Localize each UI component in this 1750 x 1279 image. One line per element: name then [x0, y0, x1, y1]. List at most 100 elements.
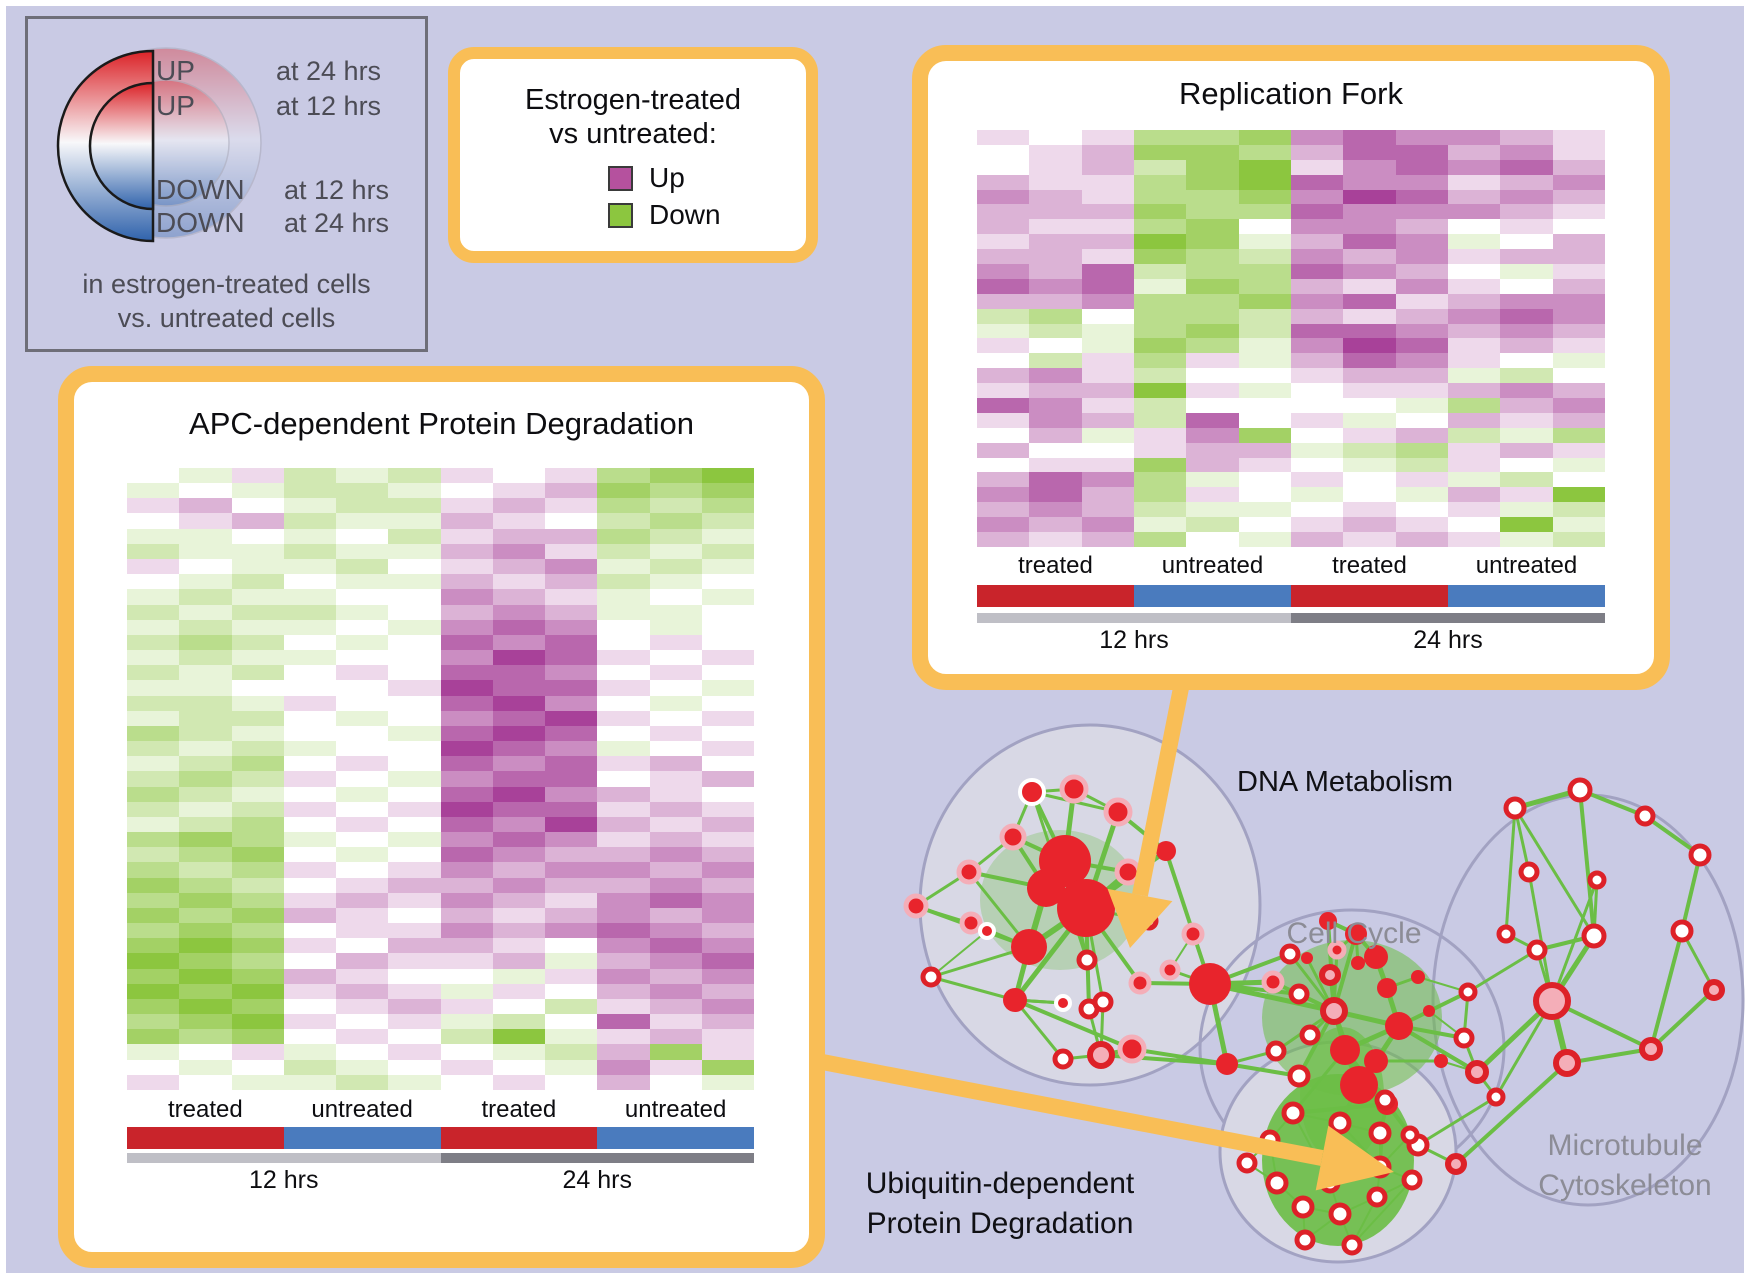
heatmap-cell: [1500, 308, 1553, 324]
heatmap-cell: [1133, 398, 1187, 413]
treatment-group-label: untreated: [311, 1096, 413, 1123]
heatmap-cell: [597, 741, 650, 757]
heatmap-cell: [597, 574, 650, 590]
heatmap-cell: [179, 847, 232, 863]
heatmap-cell: [597, 938, 650, 954]
heatmap-cell: [492, 574, 545, 590]
heatmap-cell: [1186, 308, 1239, 324]
heatmap-cell: [649, 574, 702, 590]
heatmap-cell: [440, 756, 493, 772]
heatmap-cell: [179, 710, 232, 726]
heatmap-cell: [545, 998, 598, 1015]
heatmap-cell: [701, 923, 754, 939]
heatmap-cell: [649, 1059, 702, 1075]
heatmap-cell: [1290, 472, 1344, 488]
heatmap-cell: [1343, 517, 1396, 533]
heatmap-cell: [597, 498, 650, 514]
heatmap-cell: [231, 953, 284, 969]
heatmap-cell: [545, 725, 598, 742]
heatmap-cell: [231, 801, 284, 817]
heatmap-cell: [1029, 159, 1082, 175]
heatmap-cell: [283, 907, 336, 924]
heatmap-cell: [545, 756, 598, 772]
heatmap-cell: [1238, 502, 1291, 518]
heatmap-cell: [1029, 383, 1082, 399]
heatmap-cell: [1343, 353, 1396, 369]
heatmap-cell: [336, 1014, 389, 1030]
heatmap-cell: [597, 847, 650, 863]
heatmap-cell: [492, 650, 545, 666]
heatmap-cell: [1343, 442, 1396, 458]
heatmap-cell: [701, 665, 754, 681]
heatmap-cell: [127, 938, 180, 954]
time-label: 12 hrs: [1099, 626, 1169, 654]
heatmap-cell: [1238, 368, 1291, 384]
heatmap-cell: [127, 816, 180, 833]
heatmap-cell: [1395, 517, 1448, 533]
heatmap-cell: [231, 938, 284, 954]
heatmap-cell: [492, 862, 545, 878]
heatmap-cell: [1186, 144, 1239, 160]
heatmap-cell: [545, 528, 598, 544]
heatmap-cell: [336, 1029, 389, 1045]
heatmap-cell: [1343, 278, 1396, 294]
heatmap-cell: [179, 528, 232, 544]
heatmap-cell: [127, 528, 180, 544]
heatmap-cell: [283, 604, 336, 620]
ring-legend-footer-1: in estrogen-treated cells: [82, 269, 371, 299]
heatmap-cell: [597, 862, 650, 878]
heatmap-cell: [231, 498, 284, 514]
replication-fork-group-labels: treated untreated treated untreated: [977, 552, 1605, 580]
heatmap-cell: [336, 483, 389, 499]
heatmap-cell: [1552, 383, 1605, 399]
heatmap-cell: [597, 771, 650, 787]
heatmap-cell: [336, 756, 389, 772]
heatmap-cell: [127, 741, 180, 757]
heatmap-cell: [701, 589, 754, 605]
heatmap-cell: [1552, 144, 1605, 160]
heatmap-cell: [649, 619, 702, 635]
heatmap-cell: [440, 543, 493, 559]
heatmap-cell: [1238, 293, 1291, 309]
heatmap-cell: [231, 877, 284, 893]
heatmap-cell: [1081, 174, 1134, 190]
up-label: Up: [649, 162, 685, 193]
heatmap-cell: [545, 558, 598, 575]
heatmap-cell: [127, 619, 180, 635]
heatmap-cell: [701, 968, 754, 984]
heatmap-cell: [1133, 532, 1187, 547]
heatmap-cell: [597, 953, 650, 969]
heatmap-cell: [597, 877, 650, 893]
heatmap-cell: [388, 483, 441, 499]
heatmap-cell: [231, 665, 284, 681]
heatmap-cell: [1447, 308, 1501, 324]
heatmap-cell: [440, 574, 493, 590]
heatmap-cell: [1447, 487, 1501, 503]
heatmap-cell: [336, 832, 389, 848]
heatmap-cell: [1447, 517, 1501, 533]
heatmap-cell: [336, 695, 389, 711]
heatmap-cell: [1343, 323, 1396, 339]
heatmap-cell: [701, 710, 754, 726]
heatmap-cell: [1238, 264, 1291, 279]
heatmap-cell: [649, 650, 702, 666]
heatmap-cell: [1552, 174, 1605, 190]
heatmap-cell: [336, 816, 389, 833]
heatmap-cell: [231, 983, 284, 999]
heatmap-cell: [492, 528, 545, 544]
heatmap-cell: [1447, 338, 1501, 354]
heatmap-cell: [388, 1029, 441, 1045]
heatmap-cell: [545, 953, 598, 969]
heatmap-cell: [336, 862, 389, 878]
heatmap-cell: [1500, 412, 1553, 428]
heatmap-cell: [701, 1044, 754, 1060]
heatmap-cell: [127, 968, 180, 984]
heatmap-cell: [440, 953, 493, 969]
heatmap-cell: [1500, 353, 1553, 369]
heatmap-cell: [231, 907, 284, 924]
heatmap-cell: [127, 513, 180, 529]
heatmap-cell: [440, 604, 493, 620]
heatmap-cell: [1081, 487, 1134, 503]
heatmap-cell: [977, 353, 1030, 369]
heatmap-cell: [1238, 472, 1291, 488]
